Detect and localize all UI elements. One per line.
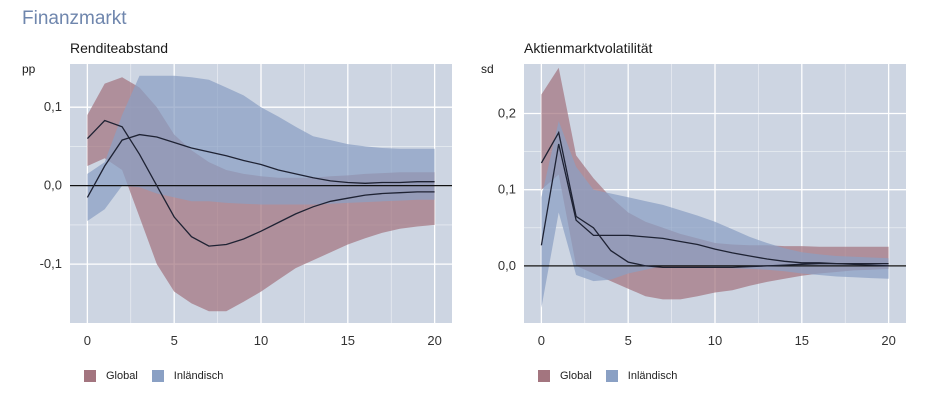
x-tick-label: 0: [84, 333, 91, 348]
y-tick-label: 0,1: [498, 182, 516, 197]
y-unit-right: sd: [481, 62, 494, 76]
band-domestic: [541, 121, 889, 308]
x-tick-label: 15: [341, 333, 355, 348]
y-tick-label: -0,1: [40, 256, 62, 271]
x-tick-label: 20: [881, 333, 895, 348]
x-tick-label: 10: [254, 333, 268, 348]
chart-panel-1: 0 5 10 15 20 -0,1 0,0 0,1: [40, 64, 452, 348]
x-tick-label: 15: [795, 333, 809, 348]
panel-title-left: Renditeabstand: [70, 40, 169, 56]
y-tick-label: 0,0: [44, 178, 62, 193]
x-tick-label: 0: [538, 333, 545, 348]
y-tick-label: 0,2: [498, 106, 516, 121]
legend-left: Global Inländisch: [84, 370, 237, 382]
legend-swatch-domestic: [151, 370, 164, 382]
y-unit-left: pp: [22, 62, 36, 76]
median-line-domestic: [540, 143, 889, 267]
panel-title-right: Aktienmarktvolatilität: [524, 40, 653, 56]
y-tick-label: 0,1: [44, 99, 62, 114]
x-tick-label: 5: [171, 333, 178, 348]
x-tick-label: 20: [427, 333, 441, 348]
legend-label-domestic: Inländisch: [173, 370, 224, 382]
legend-label-domestic: Inländisch: [627, 370, 678, 382]
legend-swatch-domestic: [605, 370, 618, 382]
x-tick-label: 10: [708, 333, 722, 348]
legend-right: Global Inländisch: [538, 370, 691, 382]
band-domestic: [87, 75, 435, 221]
legend-swatch-global: [84, 370, 96, 382]
y-tick-label: 0,0: [498, 258, 516, 273]
figure-title: Finanzmarkt: [22, 8, 127, 29]
legend-label-global: Global: [560, 370, 592, 382]
legend-label-global: Global: [106, 370, 138, 382]
chart-panel-2: 0 5 10 15 20 0,0 0,1 0,2: [498, 64, 906, 348]
median-line-global: [86, 119, 435, 247]
x-tick-label: 5: [625, 333, 632, 348]
median-line-domestic: [86, 133, 435, 198]
legend-swatch-global: [538, 370, 550, 382]
